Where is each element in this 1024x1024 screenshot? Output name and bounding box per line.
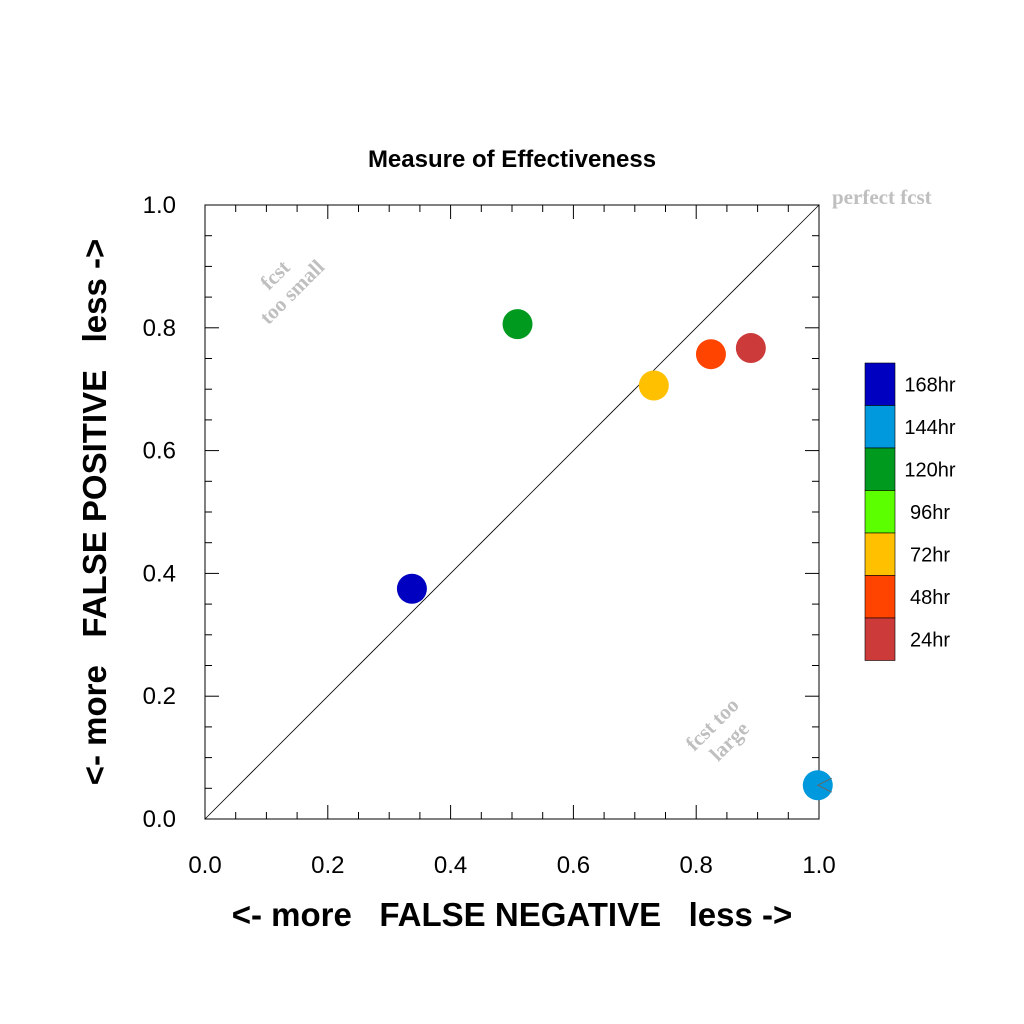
point-120hr <box>502 309 533 340</box>
legend-swatch-72hr <box>864 532 896 576</box>
y-tick-label: 0.6 <box>143 438 176 465</box>
axis-tick-labels: 0.0 0.2 0.4 0.6 0.8 1.0 0.0 0.2 0.4 0.6 0.8 1.0 <box>143 192 836 879</box>
y-axis-label: <- more FALSE POSITIVE less -> <box>76 239 113 786</box>
offscale-marker <box>816 777 832 793</box>
x-tick-label: 0.6 <box>557 852 590 879</box>
legend-swatch-168hr <box>864 362 896 406</box>
legend-swatch-144hr <box>864 405 896 449</box>
y-tick-label: 0.0 <box>143 806 176 833</box>
legend-swatch-120hr <box>864 447 896 491</box>
legend-label-72hr: 72hr <box>910 544 950 566</box>
plot-area: 0.0 0.2 0.4 0.6 0.8 1.0 0.0 0.2 0.4 0.6 0.8 1.0 <box>143 192 836 879</box>
x-tick-label: 0.0 <box>188 852 221 879</box>
legend-label-120hr: 120hr <box>904 459 955 481</box>
x-tick-label: 0.2 <box>311 852 344 879</box>
legend-label-24hr: 24hr <box>910 629 950 651</box>
axis-ticks <box>204 204 820 820</box>
point-48hr <box>695 339 726 370</box>
legend-label-168hr: 168hr <box>904 374 955 396</box>
x-tick-label: 0.4 <box>434 852 467 879</box>
y-tick-label: 1.0 <box>143 192 176 219</box>
y-tick-label: 0.4 <box>143 560 176 587</box>
x-axis-label: <- more FALSE NEGATIVE less -> <box>232 896 793 933</box>
annotation-too-large: fcst too large <box>681 693 754 766</box>
perfect-forecast-diagonal <box>204 204 820 820</box>
chart-title: Measure of Effectiveness <box>368 146 656 173</box>
legend-label-48hr: 48hr <box>910 587 950 609</box>
point-24hr <box>735 333 766 364</box>
legend: 168hr 144hr 120hr 96hr 72hr 48hr 24hr <box>864 362 956 661</box>
x-tick-label: 1.0 <box>802 852 835 879</box>
annotation-too-small: fcst too small <box>255 255 329 329</box>
y-tick-label: 0.8 <box>143 315 176 342</box>
x-tick-label: 0.8 <box>680 852 713 879</box>
legend-label-96hr: 96hr <box>910 502 950 524</box>
y-tick-label: 0.2 <box>143 683 176 710</box>
legend-swatch-24hr <box>864 617 896 661</box>
data-points <box>396 309 833 801</box>
legend-swatch-96hr <box>864 490 896 534</box>
annotation-perfect-forecast: perfect fcst <box>832 185 932 209</box>
legend-swatch-48hr <box>864 575 896 619</box>
point-168hr <box>396 573 427 604</box>
point-72hr <box>638 370 669 401</box>
legend-label-144hr: 144hr <box>904 417 955 439</box>
